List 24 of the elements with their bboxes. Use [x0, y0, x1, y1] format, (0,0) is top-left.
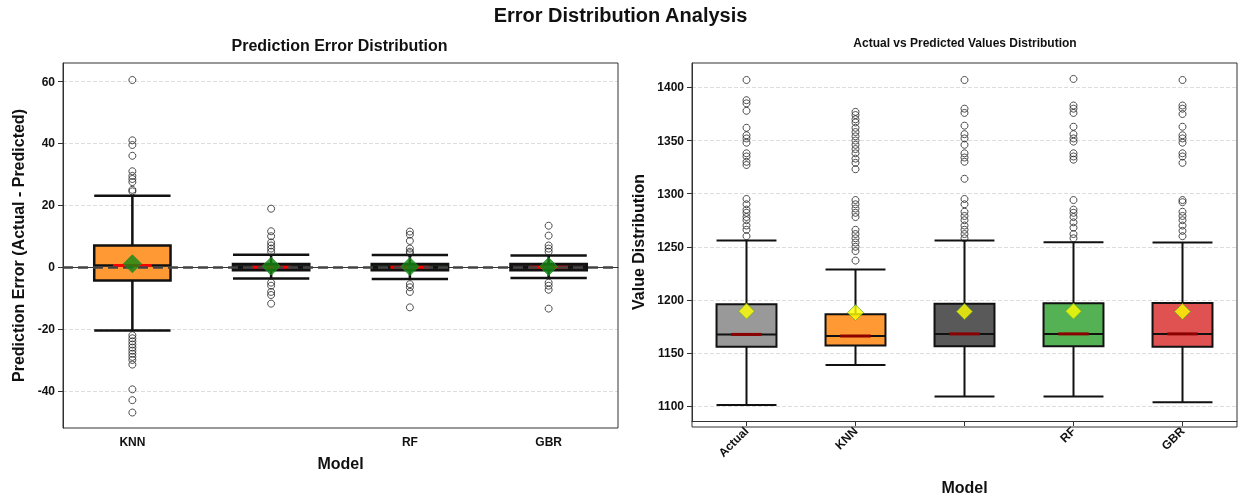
x-tick-label: KNN — [119, 435, 146, 449]
y-tick-label: 1200 — [657, 292, 685, 307]
y-tick-label: 60 — [41, 74, 56, 89]
text: Error Distribution Analysis — [492, 4, 749, 27]
y-axis-title: Prediction Error (Actual - Predicted) — [10, 109, 28, 382]
y-tick-label: 0 — [48, 260, 56, 275]
x-tick-label: RF — [401, 435, 418, 449]
y-tick-label: 20 — [41, 198, 56, 213]
y-tick-label: 1250 — [657, 239, 685, 254]
chart-title: Prediction Error Distribution — [231, 36, 448, 54]
x-axis-title: Model — [941, 478, 988, 496]
chart-title: Actual vs Predicted Values Distribution — [853, 36, 1077, 50]
y-tick-label: 1150 — [657, 346, 685, 361]
x-tick-label: GBR — [535, 435, 563, 449]
y-tick-label: 40 — [41, 136, 56, 151]
x-tick-label: RF — [1057, 424, 1079, 446]
x-axis-title: Model — [317, 454, 364, 472]
y-tick-label: -40 — [37, 383, 56, 398]
y-tick-label: 1400 — [657, 80, 685, 95]
y-axis-title: Value Distribution — [629, 173, 647, 311]
y-tick-label: 1300 — [657, 186, 685, 201]
y-tick-label: 1350 — [657, 133, 685, 148]
y-tick-label: 1100 — [657, 399, 685, 414]
y-tick-label: -20 — [37, 322, 56, 337]
